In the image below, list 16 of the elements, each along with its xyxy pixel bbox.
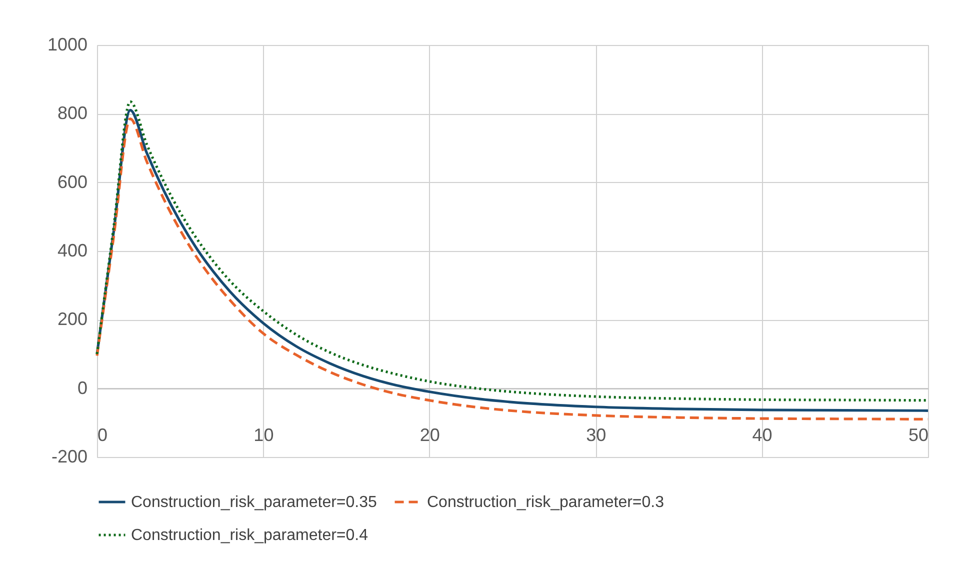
y-tick-label: 200 bbox=[57, 309, 88, 330]
y-tick-label: 600 bbox=[57, 172, 88, 192]
x-tick-label: 20 bbox=[420, 424, 440, 445]
legend-label: Construction_risk_parameter=0.4 bbox=[131, 527, 368, 544]
x-tick-label: 30 bbox=[586, 424, 606, 445]
y-tick-label: 0 bbox=[77, 378, 88, 398]
y-tick-label: 400 bbox=[57, 240, 88, 260]
y-tick-label: -200 bbox=[51, 446, 88, 466]
x-tick-label: 10 bbox=[254, 424, 274, 445]
y-tick-label: 800 bbox=[57, 103, 88, 124]
x-tick-label: 50 bbox=[908, 424, 928, 445]
legend-label: Construction_risk_parameter=0.35 bbox=[131, 494, 378, 511]
y-tick-label: 1000 bbox=[47, 34, 88, 54]
legend-label: Construction_risk_parameter=0.3 bbox=[427, 494, 664, 511]
x-tick-label: 40 bbox=[752, 424, 772, 445]
x-tick-label: 0 bbox=[98, 424, 108, 445]
